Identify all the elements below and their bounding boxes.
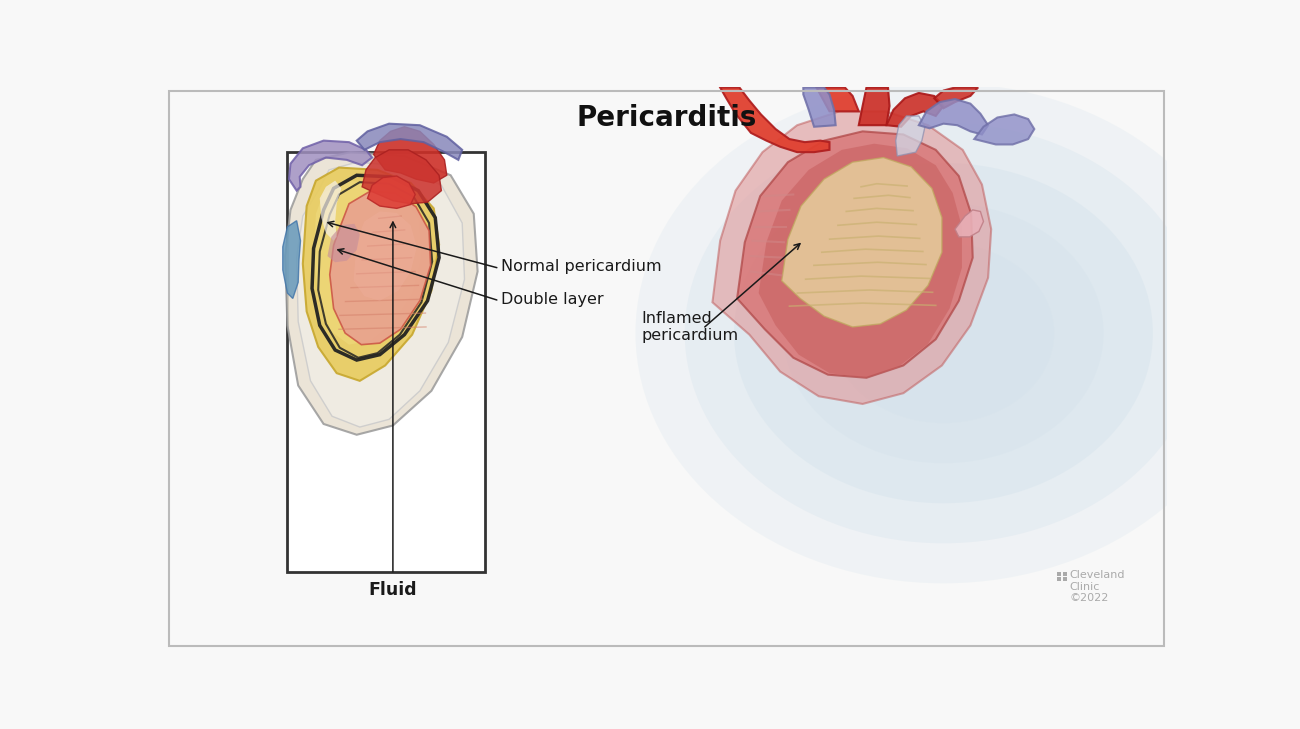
Polygon shape [896, 116, 926, 156]
Ellipse shape [832, 243, 1054, 424]
Bar [1057, 577, 1061, 581]
Ellipse shape [636, 83, 1252, 583]
Polygon shape [816, 87, 859, 112]
Text: Normal pericardium: Normal pericardium [500, 260, 662, 274]
Ellipse shape [784, 203, 1104, 463]
Polygon shape [781, 157, 942, 327]
Polygon shape [859, 87, 889, 125]
Polygon shape [283, 221, 300, 298]
FancyBboxPatch shape [286, 152, 485, 572]
Text: Double layer: Double layer [500, 292, 603, 307]
Polygon shape [887, 93, 944, 127]
Text: Cleveland
Clinic
©2022: Cleveland Clinic ©2022 [1070, 570, 1126, 604]
Polygon shape [803, 87, 836, 127]
Polygon shape [737, 131, 972, 378]
Polygon shape [354, 211, 417, 301]
Polygon shape [313, 181, 421, 345]
Polygon shape [935, 87, 978, 109]
Polygon shape [368, 176, 415, 208]
Polygon shape [289, 141, 372, 191]
Bar [1057, 572, 1061, 576]
Polygon shape [328, 224, 360, 262]
Polygon shape [712, 112, 991, 404]
Polygon shape [320, 181, 342, 241]
Polygon shape [356, 124, 463, 160]
Polygon shape [285, 152, 477, 434]
Polygon shape [720, 87, 829, 152]
Polygon shape [373, 127, 447, 183]
Bar [1063, 572, 1067, 576]
Ellipse shape [734, 163, 1153, 503]
Ellipse shape [685, 123, 1202, 543]
Bar [1063, 577, 1067, 581]
Polygon shape [759, 144, 962, 378]
Polygon shape [330, 192, 430, 345]
Text: Fluid: Fluid [369, 581, 417, 599]
Text: Pericarditis: Pericarditis [576, 104, 757, 132]
Polygon shape [363, 150, 442, 203]
Polygon shape [974, 114, 1035, 144]
Polygon shape [956, 210, 984, 237]
Text: Inflamed
pericardium: Inflamed pericardium [642, 311, 738, 343]
Polygon shape [296, 162, 464, 427]
Polygon shape [919, 99, 988, 134]
Polygon shape [303, 168, 439, 381]
